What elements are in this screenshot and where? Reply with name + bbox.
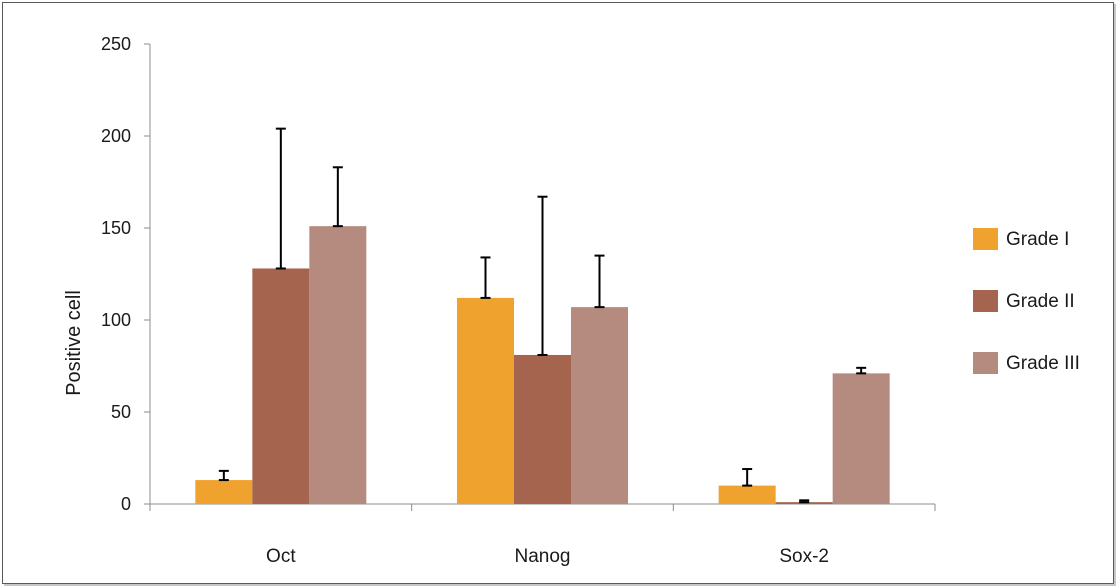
bar	[309, 226, 367, 504]
legend-label: Grade I	[1006, 229, 1069, 250]
y-tick-label: 50	[111, 402, 131, 422]
bar	[571, 307, 628, 504]
legend-label: Grade III	[1006, 353, 1080, 374]
legend-swatch	[973, 228, 998, 250]
bars	[195, 226, 890, 504]
bar	[514, 354, 571, 504]
legend-swatch	[973, 352, 998, 374]
y-axis-title: Positive cell	[63, 290, 85, 396]
bar	[252, 268, 310, 504]
y-tick-label: 0	[121, 494, 131, 514]
x-category-label: Nanog	[515, 546, 571, 567]
bar	[457, 297, 514, 504]
x-category-label: Sox-2	[779, 546, 829, 567]
y-tick-label: 150	[101, 218, 131, 238]
error-bars	[218, 127, 867, 504]
y-tick-label: 100	[101, 310, 131, 330]
y-tick-label: 200	[101, 126, 131, 146]
bar	[718, 485, 776, 504]
legend: Grade I Grade II Grade III	[973, 228, 1080, 374]
legend-swatch	[973, 290, 998, 312]
bar	[195, 480, 253, 504]
legend-label: Grade II	[1006, 291, 1075, 312]
bar	[832, 373, 890, 504]
x-category-label: Oct	[266, 546, 296, 567]
y-tick-label: 250	[101, 34, 131, 54]
